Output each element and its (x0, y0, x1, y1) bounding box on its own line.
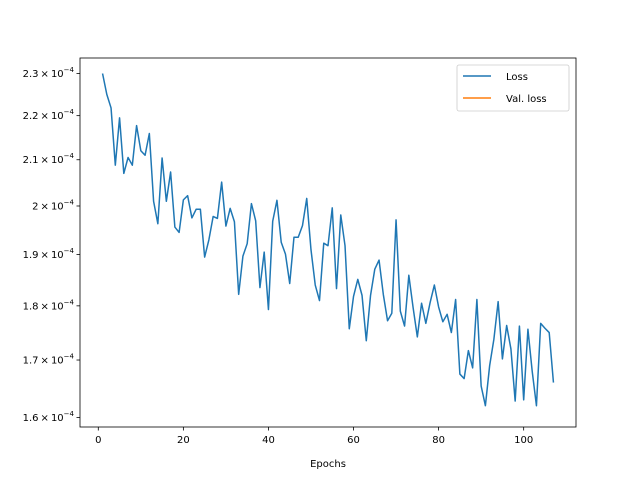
y-tick-times: × (41, 301, 49, 312)
y-tick-times: × (41, 413, 49, 424)
y-tick-label: 1.6 × 10−4 (23, 410, 75, 424)
y-tick-exponent: −4 (64, 198, 75, 206)
y-tick-base: 10 (51, 201, 64, 212)
x-tick-label: 40 (262, 435, 275, 446)
y-axis: 1.6 × 10−41.7 × 10−41.8 × 10−41.9 × 10−42 × 10−42.… (23, 66, 80, 424)
y-tick-times: × (41, 69, 49, 80)
x-axis-label: Epochs (310, 459, 346, 470)
x-tick-label: 20 (177, 435, 190, 446)
x-axis: 0 20 40 60 80 100 (95, 427, 533, 446)
y-tick-label: 2.1 × 10−4 (23, 152, 75, 166)
y-tick-exponent: −4 (64, 353, 75, 361)
y-tick-mantissa: 1.8 (23, 301, 39, 312)
y-tick-times: × (41, 111, 49, 122)
y-tick-label: 1.9 × 10−4 (23, 247, 75, 261)
y-tick-base: 10 (51, 69, 64, 80)
y-tick-mantissa: 2.3 (23, 69, 39, 80)
x-tick-label: 80 (432, 435, 445, 446)
y-tick-label: 2.2 × 10−4 (23, 108, 75, 122)
plot-area (79, 57, 577, 428)
y-tick-base: 10 (51, 413, 64, 424)
y-tick-exponent: −4 (64, 108, 75, 116)
legend-label-0: Loss (506, 72, 528, 83)
y-tick-base: 10 (51, 111, 64, 122)
y-tick-base: 10 (51, 301, 64, 312)
legend: Loss Val. loss (456, 64, 570, 112)
y-tick-exponent: −4 (64, 410, 75, 418)
legend-label-1: Val. loss (506, 94, 547, 105)
y-tick-base: 10 (51, 356, 64, 367)
y-tick-times: × (41, 250, 49, 261)
x-tick-label: 100 (514, 435, 533, 446)
y-tick-exponent: −4 (64, 298, 75, 306)
y-tick-mantissa: 1.7 (23, 356, 39, 367)
y-tick-exponent: −4 (64, 247, 75, 255)
x-tick-label: 60 (347, 435, 360, 446)
y-tick-mantissa: 2 (32, 201, 38, 212)
y-tick-base: 10 (51, 155, 64, 166)
y-tick-exponent: −4 (64, 66, 75, 74)
y-tick-times: × (41, 201, 49, 212)
y-tick-label: 1.7 × 10−4 (23, 353, 75, 367)
x-tick-label: 0 (95, 435, 101, 446)
y-tick-mantissa: 2.2 (23, 111, 39, 122)
plot-frame (79, 57, 577, 428)
y-tick-label: 2.3 × 10−4 (23, 66, 75, 80)
y-tick-times: × (41, 155, 49, 166)
y-tick-mantissa: 2.1 (23, 155, 39, 166)
y-tick-exponent: −4 (64, 152, 75, 160)
y-tick-base: 10 (51, 250, 64, 261)
y-tick-label: 1.8 × 10−4 (23, 298, 75, 312)
y-tick-label: 2 × 10−4 (32, 198, 74, 212)
y-tick-mantissa: 1.9 (23, 250, 39, 261)
series-line-0 (101, 73, 555, 407)
y-tick-mantissa: 1.6 (23, 413, 39, 424)
y-tick-times: × (41, 356, 49, 367)
